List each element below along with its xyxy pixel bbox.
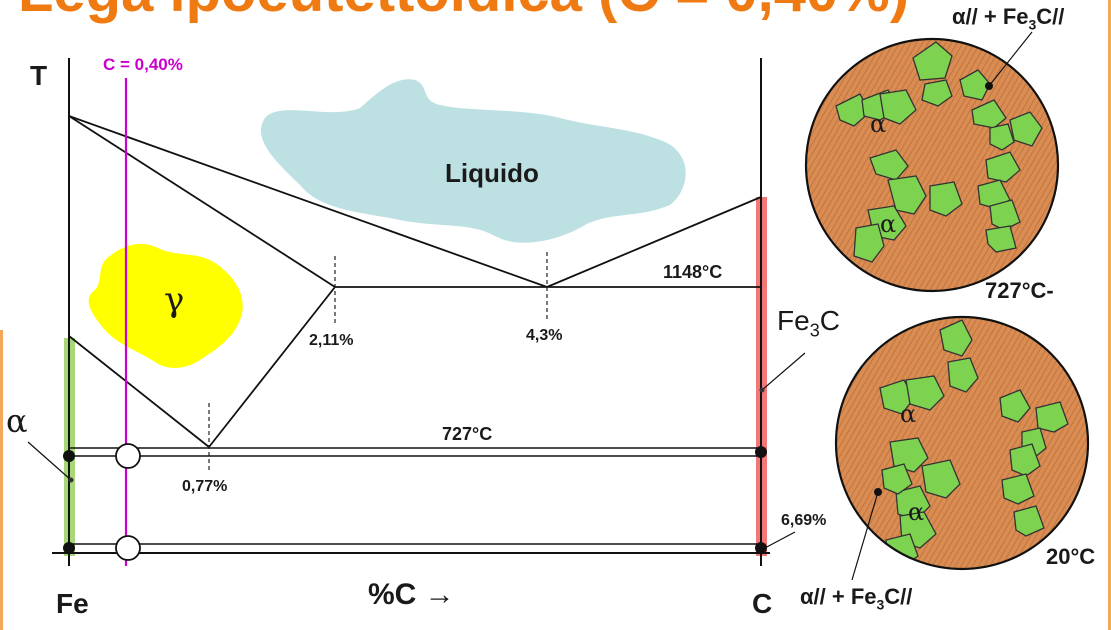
solidus-line xyxy=(68,115,336,288)
liquidus-line-right xyxy=(546,196,762,288)
bottom-grain-label-3: α xyxy=(908,440,909,441)
a3-line xyxy=(68,335,210,448)
microstructure-top xyxy=(804,31,1060,293)
669-leader xyxy=(762,531,796,550)
dot-alpha-20 xyxy=(63,542,75,554)
top-grain-label-1: α xyxy=(870,110,887,138)
bottom-grain-label-2: α xyxy=(908,498,925,526)
c-label: C xyxy=(752,588,773,619)
gamma-region xyxy=(88,243,243,368)
right-accent-strip xyxy=(1108,0,1111,630)
cementite-label: Fe3C xyxy=(777,305,840,341)
liquid-region xyxy=(260,79,686,243)
gamma-label: γ xyxy=(164,280,185,320)
bottom-caption: 20°C xyxy=(1046,544,1096,569)
left-accent-strip xyxy=(0,330,3,630)
cementite-comp-label: 6,69% xyxy=(781,512,827,529)
fe-label: Fe xyxy=(56,588,89,619)
eutectic-comp-label: 4,3% xyxy=(526,327,563,344)
acm-line xyxy=(208,286,336,448)
alpha-label: α xyxy=(6,402,28,440)
eutectoid-temp-label: 727°C xyxy=(442,424,493,444)
eutectoid-comp-label: 0,77% xyxy=(182,478,228,495)
y-axis-label: T xyxy=(30,60,48,91)
bottom-grain-label-1: α xyxy=(900,400,917,428)
x-axis-label: %C → xyxy=(368,578,455,611)
dot-cem-20 xyxy=(755,542,767,554)
cementite-leader xyxy=(761,352,806,391)
intersection-circle-727 xyxy=(115,443,141,469)
dot-cem-727 xyxy=(755,446,767,458)
dot-alpha-727 xyxy=(63,450,75,462)
slide-title: Lega ipoeutettoidica (C = 0,40%) xyxy=(18,0,909,25)
liquid-label: Liquido xyxy=(445,158,539,188)
alpha-leader xyxy=(27,441,72,481)
max-solubility-label: 2,11% xyxy=(309,332,354,349)
top-grain-label-2: α xyxy=(880,210,897,238)
top-caption: 727°C- xyxy=(985,278,1054,303)
microstructure-bottom xyxy=(834,315,1090,581)
bottom-phase-label: α// + Fe3C// xyxy=(800,584,913,613)
eutectic-temp-label: 1148°C xyxy=(663,262,723,282)
intersection-circle-20 xyxy=(115,535,141,561)
liquidus-line-left xyxy=(68,115,548,288)
composition-label: C = 0,40% xyxy=(103,55,183,74)
top-phase-label: α// + Fe3C// xyxy=(952,4,1065,33)
